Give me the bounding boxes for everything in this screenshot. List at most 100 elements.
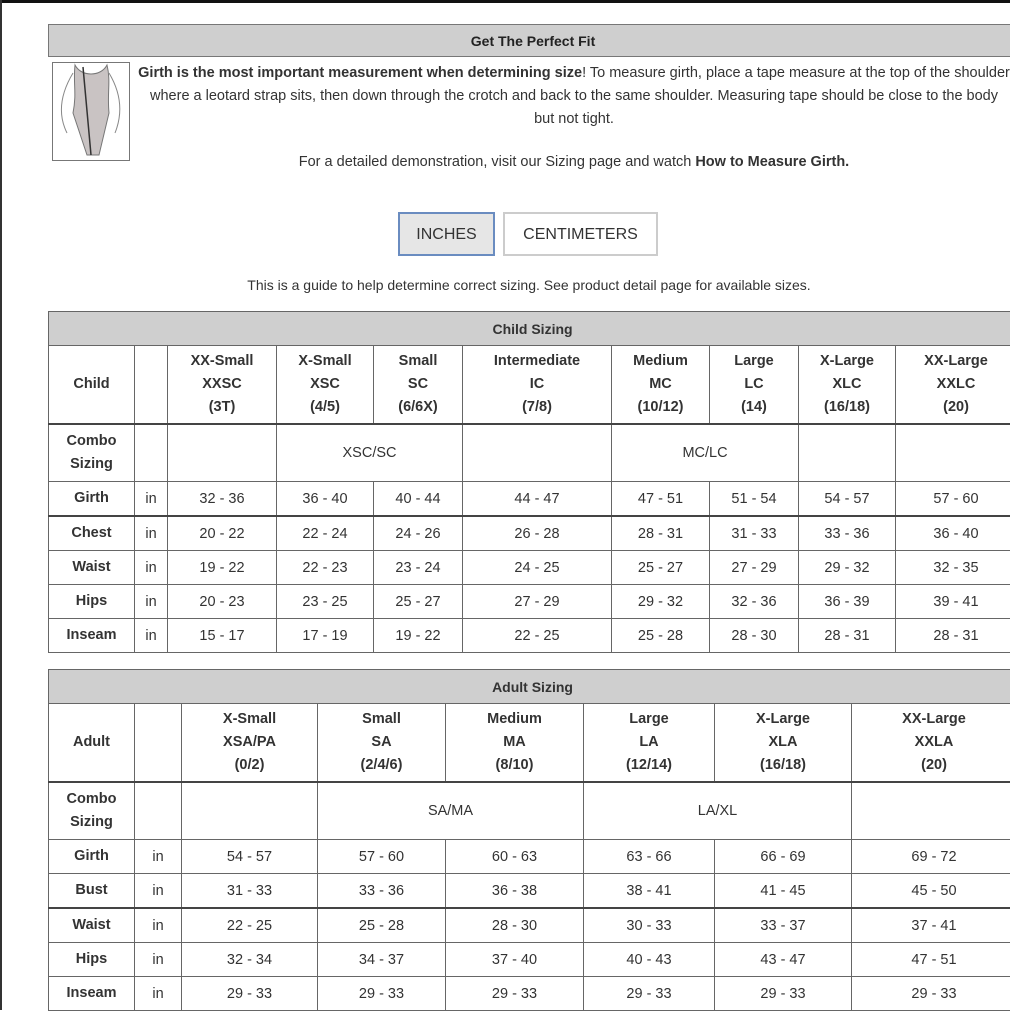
measure-cell: 19 - 22 <box>168 551 277 585</box>
size-header-line: X-Large <box>799 350 895 373</box>
size-header-line: Medium <box>612 350 709 373</box>
size-header-line: (10/12) <box>612 396 709 419</box>
measure-cell: 20 - 23 <box>168 585 277 619</box>
size-header-line: MC <box>612 373 709 396</box>
size-header-line: (8/10) <box>446 754 583 777</box>
size-header-line: X-Small <box>182 708 317 731</box>
child-corner-label: Child <box>49 346 135 425</box>
measure-cell: 25 - 27 <box>374 585 463 619</box>
measure-cell: 36 - 38 <box>446 874 584 909</box>
measure-cell: 36 - 40 <box>277 482 374 517</box>
combo-cell: LA/XL <box>584 782 852 840</box>
size-header-line: (14) <box>710 396 798 419</box>
size-header-line: XXLA <box>852 731 1010 754</box>
size-header-line: XX-Small <box>168 350 276 373</box>
measure-cell: 40 - 44 <box>374 482 463 517</box>
measure-cell: 41 - 45 <box>715 874 852 909</box>
measure-cell: 28 - 31 <box>896 619 1010 653</box>
measure-cell: 22 - 24 <box>277 516 374 551</box>
measure-cell: 20 - 22 <box>168 516 277 551</box>
size-header-line: Large <box>710 350 798 373</box>
inches-button[interactable]: INCHES <box>398 212 495 256</box>
combo-cell: SA/MA <box>318 782 584 840</box>
row-label: Waist <box>49 908 135 943</box>
unit-cell: in <box>135 619 168 653</box>
size-header-line: LC <box>710 373 798 396</box>
size-header-line: (20) <box>852 754 1010 777</box>
measure-cell: 69 - 72 <box>852 840 1010 874</box>
centimeters-button[interactable]: CENTIMETERS <box>503 212 658 256</box>
size-header-line: Intermediate <box>463 350 611 373</box>
size-header-line: XX-Large <box>852 708 1010 731</box>
size-header-line: LA <box>584 731 714 754</box>
size-header-line: XLA <box>715 731 851 754</box>
unit-cell: in <box>135 551 168 585</box>
size-header-line: (4/5) <box>277 396 373 419</box>
measure-cell: 32 - 36 <box>168 482 277 517</box>
size-header-line: SC <box>374 373 462 396</box>
measure-cell: 29 - 32 <box>612 585 710 619</box>
row-label: Hips <box>49 943 135 977</box>
measure-cell: 34 - 37 <box>318 943 446 977</box>
measure-cell: 15 - 17 <box>168 619 277 653</box>
combo-cell <box>168 424 277 482</box>
size-header-line: Large <box>584 708 714 731</box>
size-header-line: X-Large <box>715 708 851 731</box>
adult-table-title: Adult Sizing <box>49 670 1010 704</box>
how-to-measure-girth-link[interactable]: How to Measure Girth. <box>695 154 849 170</box>
size-header-line: (7/8) <box>463 396 611 419</box>
measure-cell: 40 - 43 <box>584 943 715 977</box>
child-title-row: Child Sizing <box>49 312 1010 346</box>
size-header-line: Small <box>374 350 462 373</box>
unit-cell: in <box>135 943 182 977</box>
measure-cell: 32 - 36 <box>710 585 799 619</box>
measure-cell: 39 - 41 <box>896 585 1010 619</box>
girth-instructions-bold: Girth is the most important measurement … <box>138 65 582 81</box>
measure-cell: 26 - 28 <box>463 516 612 551</box>
combo-cell <box>799 424 896 482</box>
measure-cell: 22 - 25 <box>182 908 318 943</box>
row-label: Inseam <box>49 977 135 1011</box>
child-table-title: Child Sizing <box>49 312 1010 346</box>
measure-cell: 38 - 41 <box>584 874 715 909</box>
fit-header: Get The Perfect Fit <box>48 24 1010 57</box>
measure-cell: 24 - 26 <box>374 516 463 551</box>
combo-sizing-label: Combo Sizing <box>49 782 135 840</box>
size-header-line: (20) <box>896 396 1010 419</box>
row-label: Waist <box>49 551 135 585</box>
measure-cell: 29 - 33 <box>182 977 318 1011</box>
measure-cell: 37 - 40 <box>446 943 584 977</box>
unit-cell: in <box>135 840 182 874</box>
measure-cell: 29 - 33 <box>715 977 852 1011</box>
measure-cell: 28 - 31 <box>612 516 710 551</box>
measure-cell: 37 - 41 <box>852 908 1010 943</box>
measure-cell: 28 - 30 <box>446 908 584 943</box>
sizing-guide-note: This is a guide to help determine correc… <box>48 277 1010 293</box>
window-top-border <box>0 0 1010 3</box>
unit-cell: in <box>135 585 168 619</box>
measure-cell: 30 - 33 <box>584 908 715 943</box>
window-left-border <box>0 0 2 1010</box>
measure-cell: 23 - 25 <box>277 585 374 619</box>
measure-cell: 29 - 33 <box>852 977 1010 1011</box>
measure-cell: 33 - 36 <box>799 516 896 551</box>
unit-cell: in <box>135 908 182 943</box>
measure-cell: 25 - 27 <box>612 551 710 585</box>
size-header-line: MA <box>446 731 583 754</box>
measure-cell: 29 - 33 <box>318 977 446 1011</box>
combo-cell <box>896 424 1010 482</box>
size-header-line: XLC <box>799 373 895 396</box>
